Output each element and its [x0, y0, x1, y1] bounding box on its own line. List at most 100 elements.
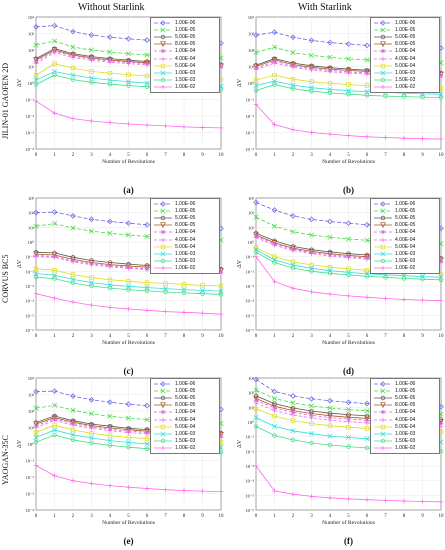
legend-label: 1.00E-04	[175, 229, 196, 236]
legend-swatch	[374, 251, 392, 257]
row-label-jilin: JILIN-01 GAOFEN 2D	[1, 63, 10, 139]
legend-marker	[380, 49, 386, 54]
legend-entry: 1.00E-05	[153, 26, 217, 33]
data-point	[308, 396, 315, 402]
data-point	[52, 276, 57, 281]
data-point	[70, 213, 76, 219]
chart-legend: 1.00E-06 1.00E-05 5.00E-05 8.00E-05 1.00E-04…	[370, 198, 440, 274]
x-tick-label: 8	[403, 153, 406, 158]
data-point	[107, 305, 113, 310]
data-point	[107, 443, 113, 448]
series-line	[35, 276, 222, 295]
legend-swatch	[374, 63, 392, 68]
data-point	[107, 81, 113, 87]
legend-label: 1.00E-04	[395, 409, 416, 416]
data-point	[327, 253, 333, 259]
legend-entry: 1.00E-05	[153, 207, 217, 214]
data-point	[218, 125, 224, 131]
legend-label: 1.00E-02	[395, 84, 416, 91]
data-point	[346, 266, 351, 271]
legend-marker	[160, 438, 166, 444]
data-point	[438, 298, 444, 303]
legend-marker	[380, 431, 386, 437]
legend-marker	[380, 63, 386, 68]
x-tick-label: 0	[35, 334, 38, 339]
data-point	[345, 399, 352, 406]
data-point	[33, 271, 39, 277]
x-tick-label: 10	[439, 514, 445, 519]
data-point	[308, 410, 315, 417]
legend-label: 1.00E-02	[395, 265, 416, 272]
data-point	[364, 221, 370, 228]
data-point	[253, 463, 259, 469]
panel-label: (f)	[344, 536, 353, 546]
data-point	[89, 262, 94, 268]
legend-swatch	[154, 84, 172, 90]
data-point	[364, 400, 370, 407]
chart-legend: 1.00E-06 1.00E-05 5.00E-05 8.00E-05 1.00E-04…	[150, 378, 220, 454]
legend-swatch	[154, 237, 172, 242]
data-point	[308, 403, 315, 409]
y-tick-label: 10⁻⁶	[245, 508, 254, 513]
legend-marker	[380, 27, 386, 33]
legend-swatch	[154, 388, 172, 394]
x-tick-label: 4	[109, 153, 112, 158]
data-point	[401, 297, 407, 302]
x-tick-label: 0	[35, 514, 38, 519]
data-point	[271, 223, 278, 229]
x-tick-label: 4	[109, 514, 112, 519]
data-point	[181, 287, 187, 293]
legend-label: 1.50E-03	[395, 438, 416, 445]
data-point	[144, 267, 150, 272]
legend-swatch	[374, 402, 392, 409]
panel-label: (a)	[123, 185, 134, 195]
data-point	[271, 403, 278, 410]
legend-swatch	[154, 402, 172, 409]
legend-entry: 1.50E-03	[153, 77, 217, 84]
legend-label: 1.00E-05	[175, 26, 196, 33]
series-group	[253, 254, 444, 303]
data-point	[125, 220, 132, 227]
data-point	[33, 209, 39, 216]
data-point	[309, 440, 314, 446]
data-point	[126, 484, 131, 490]
data-point	[88, 47, 95, 53]
series-group	[33, 98, 224, 131]
legend-entry: 1.00E-06	[153, 380, 217, 387]
data-point	[345, 236, 352, 242]
y-tick-label: 10⁻⁴	[245, 299, 254, 304]
legend-marker	[160, 380, 166, 387]
legend-swatch	[374, 395, 392, 401]
data-point	[290, 410, 296, 415]
legend-swatch	[374, 237, 392, 242]
row-label-corvus: CORVUS BC5	[1, 254, 10, 304]
data-point	[253, 102, 259, 107]
data-point	[290, 400, 296, 406]
data-point	[364, 237, 370, 243]
y-tick-label: 10³	[28, 196, 35, 201]
data-point	[88, 216, 95, 223]
data-point	[51, 22, 58, 29]
data-point	[253, 88, 259, 93]
legend-entry: 1.00E-03	[153, 250, 217, 257]
data-point	[144, 431, 150, 437]
legend-marker	[380, 237, 386, 242]
x-axis-label: Number of Revolutions	[322, 339, 375, 346]
legend-entry: 1.00E-04	[373, 229, 437, 236]
data-point	[89, 69, 94, 74]
data-point	[309, 413, 314, 418]
y-tick-label: 10²	[248, 211, 255, 216]
data-point	[272, 260, 277, 265]
legend-entry: 5.00E-04	[153, 423, 217, 430]
data-point	[272, 122, 277, 127]
legend-label: 4.00E-04	[175, 55, 196, 62]
data-point	[144, 80, 150, 86]
y-tick-label: 10¹	[248, 405, 255, 410]
legend-swatch	[374, 388, 392, 394]
data-point	[33, 430, 39, 435]
x-tick-label: 10	[219, 514, 225, 519]
legend-swatch	[374, 410, 392, 415]
legend-entry: 1.00E-03	[373, 250, 437, 257]
data-point	[107, 264, 113, 270]
data-point	[438, 421, 444, 426]
